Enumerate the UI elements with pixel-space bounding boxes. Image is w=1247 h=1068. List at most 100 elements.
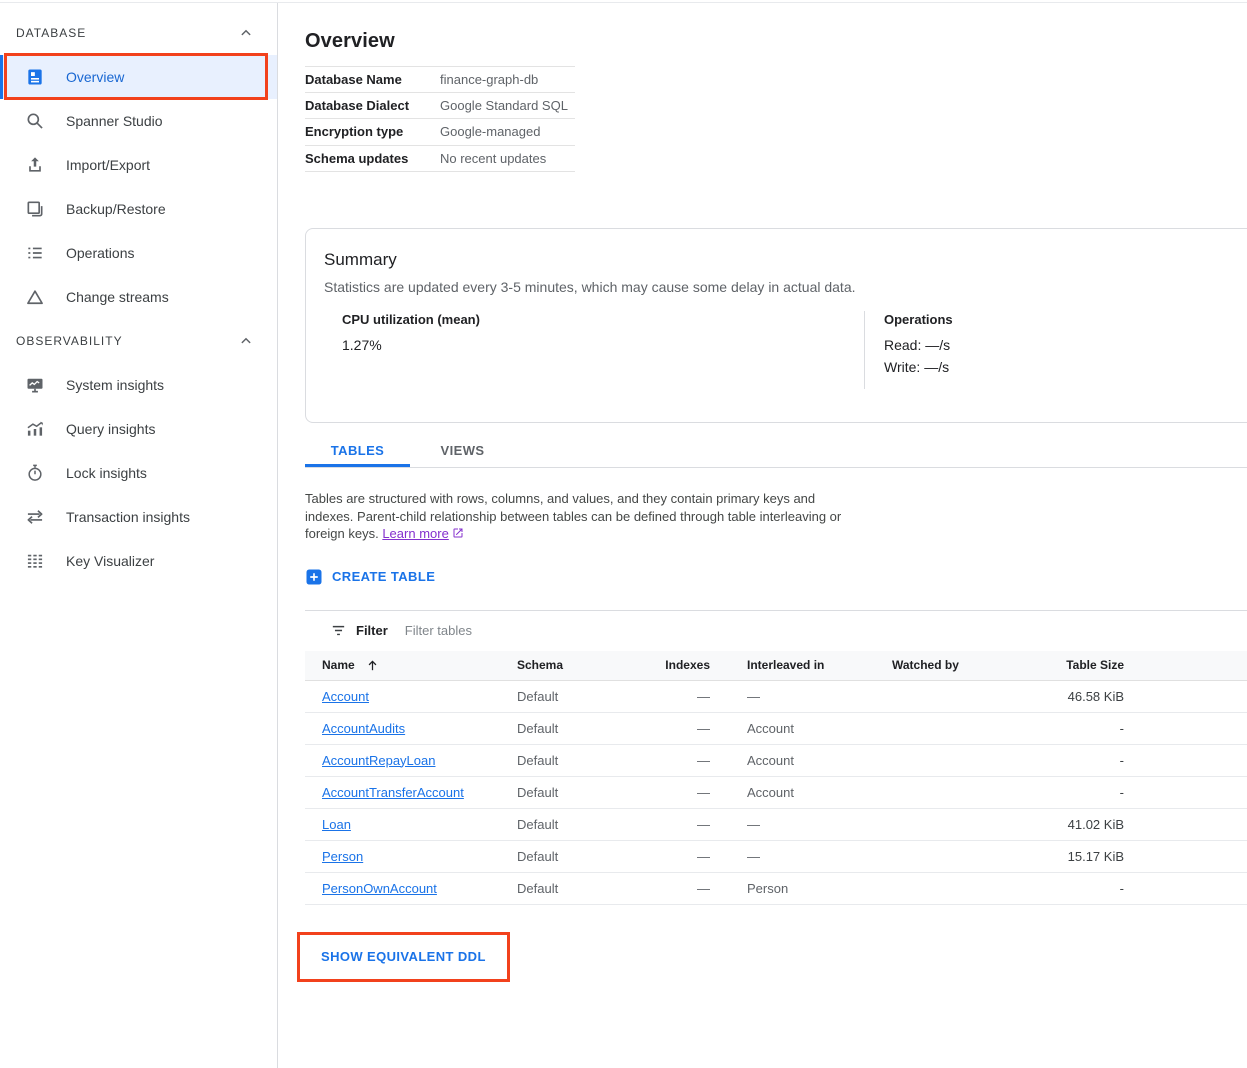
table-row-accountrepayloan: AccountRepayLoan Default — Account - [305,745,1247,777]
table-link-person[interactable]: Person [322,848,364,864]
sidebar-item-overview[interactable]: Overview [0,55,277,99]
page-title: Overview [305,30,395,52]
main-content: Overview Database Name finance-graph-db Da… [278,3,1247,1068]
summary-subtitle: Statistics are updated every 3-5 minutes… [324,279,856,295]
filter-tables-input[interactable]: Filter tables [404,623,472,638]
summary-metrics: CPU utilization (mean) 1.27% Operations … [324,311,1247,389]
sidebar-item-label: Query insights [66,421,156,437]
operations-list-icon [25,243,45,263]
cell-interleaved: Account [747,720,794,736]
cpu-utilization-label: CPU utilization (mean) [342,312,480,327]
table-link-loan[interactable]: Loan [322,816,351,832]
sidebar-item-label: Change streams [66,289,169,305]
database-info-table: Database Name finance-graph-db Database Di… [305,66,575,172]
cell-size: - [1119,880,1124,896]
cell-schema: Default [517,848,559,864]
cell-schema: Default [517,880,559,896]
sidebar-section-database: DATABASE Overview Spanner Studio Import/Exp… [0,11,277,319]
change-streams-icon [25,287,45,307]
sidebar-item-backup-restore[interactable]: Backup/Restore [0,187,277,231]
backup-restore-icon [25,199,45,219]
cell-size: 15.17 KiB [1067,848,1124,864]
tab-views[interactable]: VIEWS [440,443,485,458]
info-value: No recent updates [440,150,547,166]
cpu-utilization-value: 1.27% [342,337,382,353]
info-row-database-name: Database Name finance-graph-db [305,66,575,93]
cell-size: - [1119,720,1124,736]
tab-bar: TABLES VIEWS [305,435,1247,468]
sidebar-item-operations[interactable]: Operations [0,231,277,275]
info-label: Encryption type [305,124,404,140]
sidebar-item-label: Key Visualizer [66,553,155,569]
sidebar-item-lock-insights[interactable]: Lock insights [0,451,277,495]
table-link-account[interactable]: Account [322,688,369,704]
summary-title: Summary [324,250,397,269]
filter-list-icon [330,622,347,639]
info-value: finance-graph-db [440,71,539,87]
cell-indexes: — [697,848,710,864]
cell-indexes: — [697,720,710,736]
sidebar-item-change-streams[interactable]: Change streams [0,275,277,319]
column-header-label: Schema [517,658,564,672]
table-link-accountrepayloan[interactable]: AccountRepayLoan [322,752,436,768]
sidebar-item-label: Transaction insights [66,509,190,525]
sidebar-item-label: Operations [66,245,135,261]
transaction-insights-icon [25,507,45,527]
column-header-label: Indexes [665,658,710,672]
column-header-watched-by: Watched by [892,658,1060,672]
cell-name: AccountAudits [322,721,517,736]
column-header-table-size: Table Size [1060,658,1124,672]
sidebar-section-header-observability[interactable]: OBSERVABILITY [0,319,277,363]
tab-tables[interactable]: TABLES [305,435,410,467]
query-insights-icon [25,419,45,439]
sidebar-item-system-insights[interactable]: System insights [0,363,277,407]
sidebar-item-label: Lock insights [66,465,147,481]
operations-metric: Operations Read: —/s Write: —/s [865,311,953,389]
table-link-personownaccount[interactable]: PersonOwnAccount [322,880,437,896]
operations-write-value: Write: —/s [884,359,950,375]
learn-more-link[interactable]: Learn more [382,526,449,541]
system-insights-icon [25,375,45,395]
info-value: Google Standard SQL [440,97,568,113]
cell-interleaved: Account [747,784,794,800]
create-table-button[interactable]: CREATE TABLE [305,568,435,586]
section-divider [305,609,1247,611]
info-value: Google-managed [440,124,541,140]
summarize-icon [25,67,45,87]
column-header-label: Table Size [1066,658,1124,672]
sidebar-item-key-visualizer[interactable]: Key Visualizer [0,539,277,583]
sidebar-section-header-database[interactable]: DATABASE [0,11,277,55]
top-divider [0,2,1247,3]
cell-schema: Default [517,784,559,800]
lock-insights-icon [25,463,45,483]
column-header-name[interactable]: Name [322,658,517,673]
cell-size: 46.58 KiB [1067,688,1124,704]
cell-interleaved: — [747,848,760,864]
sidebar-item-spanner-studio[interactable]: Spanner Studio [0,99,277,143]
sidebar-item-label: Import/Export [66,157,151,173]
sidebar-nav: DATABASE Overview Spanner Studio Import/Exp… [0,11,277,583]
info-row-schema-updates: Schema updates No recent updates [305,146,575,172]
cell-interleaved: Account [747,752,794,768]
cell-name: Person [322,849,517,864]
table-link-accountaudits[interactable]: AccountAudits [322,720,406,736]
table-link-accounttransferaccount[interactable]: AccountTransferAccount [322,784,464,800]
column-header-interleaved-in: Interleaved in [710,658,892,672]
table-row-accounttransferaccount: AccountTransferAccount Default — Account - [305,777,1247,809]
sidebar-item-transaction-insights[interactable]: Transaction insights [0,495,277,539]
cell-schema: Default [517,720,559,736]
sidebar-item-import-export[interactable]: Import/Export [0,143,277,187]
cell-size: - [1119,752,1124,768]
sidebar-item-query-insights[interactable]: Query insights [0,407,277,451]
table-row-loan: Loan Default — — 41.02 KiB [305,809,1247,841]
chevron-up-icon [237,24,255,42]
sort-ascending-icon [365,658,380,673]
operations-label: Operations [884,312,953,327]
metrics-divider [864,311,865,389]
cell-name: PersonOwnAccount [322,881,517,896]
cell-indexes: — [697,880,710,896]
filter-label: Filter [356,623,388,638]
show-equivalent-ddl-button[interactable]: SHOW EQUIVALENT DDL [300,934,507,979]
info-label: Database Name [305,71,402,87]
cell-name: AccountRepayLoan [322,753,517,768]
